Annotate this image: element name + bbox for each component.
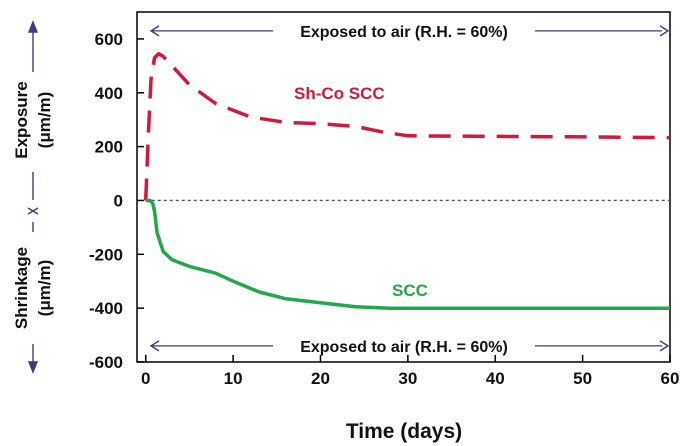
- x-tick-label: 0: [141, 369, 150, 388]
- y-tick-label: -600: [89, 353, 123, 372]
- x-axis-label: Time (days): [346, 420, 462, 443]
- y-label-exposure-line1: Exposure: [12, 81, 31, 158]
- shrinkage-region-arrow: [27, 222, 39, 374]
- x-tick-label: 40: [486, 369, 505, 388]
- y-axis-label-exposure-unit: (μm/m): [35, 92, 54, 149]
- series-line-scc: [145, 198, 670, 310]
- y-tick-label: 0: [114, 191, 123, 210]
- arrowhead-left-icon: [149, 25, 160, 37]
- annotation-text: Exposed to air (R.H. = 60%): [300, 24, 508, 41]
- series-label-sh-co-scc: Sh-Co SCC: [294, 84, 385, 103]
- plot-frame: [136, 11, 671, 363]
- y-axis-ticks: 600 400 200 0 -200 -400 -600: [89, 30, 144, 372]
- y-tick-label: -200: [89, 245, 123, 264]
- x-tick-label: 50: [573, 369, 592, 388]
- y-axis-label-exposure: Exposure: [12, 81, 31, 158]
- arrowhead-right-icon: [659, 340, 670, 352]
- series-layer: [143, 51, 671, 310]
- y-tick-label: 200: [95, 138, 123, 157]
- series-label-scc: SCC: [392, 281, 428, 300]
- y-axis-label-shrinkage-unit: (μm/m): [35, 260, 54, 317]
- y-axis-label-shrinkage: Shrinkage: [12, 247, 31, 329]
- annotation-exposed-1: Exposed to air (R.H. = 60%): [149, 339, 670, 356]
- y-tick-label: -400: [89, 299, 123, 318]
- x-tick-label: 20: [311, 369, 330, 388]
- arrowhead-left-icon: [149, 340, 160, 352]
- annotation-layer: Exposed to air (R.H. = 60%) Exposed to ai…: [149, 24, 670, 356]
- x-tick-label: 60: [661, 369, 680, 388]
- exposure-region-arrow: [27, 20, 39, 215]
- annotation-exposed-0: Exposed to air (R.H. = 60%): [149, 24, 670, 41]
- y-label-shrinkage-line1: Shrinkage: [12, 247, 31, 329]
- y-tick-label: 400: [95, 84, 123, 103]
- x-axis-ticks: 0 10 20 30 40 50 60: [141, 355, 679, 388]
- y-label-shrinkage-line2: (μm/m): [35, 260, 54, 317]
- series-line-sh-co-scc: [143, 51, 671, 201]
- annotation-text: Exposed to air (R.H. = 60%): [300, 339, 508, 356]
- arrowhead-right-icon: [659, 25, 670, 37]
- y-label-exposure-line2: (μm/m): [35, 92, 54, 149]
- x-tick-label: 30: [398, 369, 417, 388]
- y-tick-label: 600: [95, 30, 123, 49]
- x-tick-label: 10: [224, 369, 243, 388]
